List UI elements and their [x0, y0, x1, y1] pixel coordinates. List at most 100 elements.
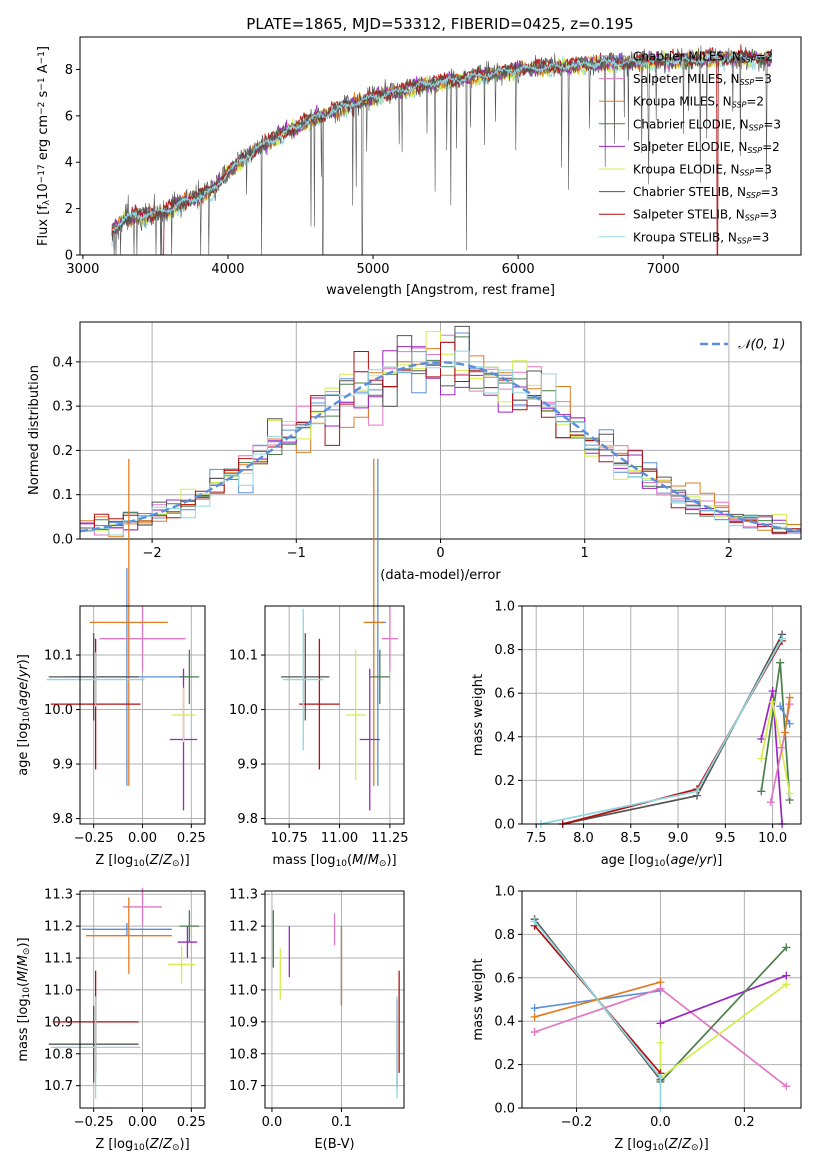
- weight-vs-metallicity-panel: −0.2 0.0 0.2 0.0 0.2 0.4 0.6 0.8 1.0 Z [log10(Z/Z…: [471, 885, 802, 1153]
- y-tick-label: 4: [65, 156, 73, 171]
- y-tick-label: 10.8: [44, 1047, 73, 1062]
- legend-label: Chabrier STELIB, NSSP=3: [633, 185, 778, 200]
- weight-marker: [768, 697, 777, 706]
- x-tick-label: 9.0: [668, 831, 689, 846]
- histogram-step: [80, 350, 801, 536]
- x-tick-label: 6000: [502, 262, 535, 277]
- x-tick-label: 0: [436, 546, 444, 561]
- legend-label: Kroupa MILES, NSSP=2: [633, 95, 764, 110]
- weight-marker: [766, 798, 775, 807]
- figure-title: PLATE=1865, MJD=53312, FIBERID=0425, z=0…: [246, 15, 633, 33]
- y-axis-label: Normed distribution: [27, 365, 42, 495]
- y-tick-label: 0.0: [494, 818, 515, 833]
- x-tick-label: 0.0: [650, 1115, 671, 1130]
- x-tick-label: 3000: [66, 262, 99, 277]
- x-tick-label: 0.25: [177, 1115, 206, 1130]
- y-tick-label: 0.2: [494, 1058, 515, 1073]
- y-tick-label: 10.1: [44, 649, 73, 664]
- y-tick-label: 9.8: [52, 812, 73, 827]
- y-tick-label: 11.1: [44, 952, 73, 967]
- x-tick-label: 0.1: [331, 1115, 352, 1130]
- model-line-kroupa-stelib: [111, 52, 773, 232]
- weight-marker: [778, 634, 787, 643]
- weight-line: [784, 697, 791, 733]
- x-tick-label: 0.0: [262, 1115, 283, 1130]
- x-tick-label: −0.25: [74, 1115, 114, 1130]
- axes-frame: [521, 890, 802, 1109]
- weight-line: [533, 920, 662, 1108]
- x-tick-label: 5000: [356, 262, 389, 277]
- axes-frame: [521, 605, 802, 825]
- axes-frame: [79, 36, 802, 256]
- y-tick-label: 11.0: [229, 983, 258, 998]
- y-tick-label: 9.9: [237, 758, 258, 773]
- weight-marker: [757, 787, 766, 796]
- y-tick-label: 10.9: [44, 1015, 73, 1030]
- x-tick-label: 2: [725, 546, 733, 561]
- x-axis-label: age [log10(age/yr)]: [601, 853, 723, 869]
- y-tick-label: 11.1: [229, 952, 258, 967]
- weight-marker: [757, 754, 766, 763]
- weight-line: [779, 705, 791, 725]
- x-axis-label: (data-model)/error: [380, 568, 501, 583]
- y-tick-label: 11.0: [44, 983, 73, 998]
- weight-vs-age-panel: 7.5 8.0 8.5 9.0 9.5 10.0 0.0 0.2 0.4 0.6 0.8 1.0 age…: [471, 600, 802, 869]
- weight-line: [659, 946, 787, 1083]
- axes-frame: [79, 321, 802, 540]
- legend-label: Kroupa ELODIE, NSSP=3: [633, 163, 772, 178]
- y-tick-label: 9.8: [237, 812, 258, 827]
- x-tick-label: −1: [287, 546, 306, 561]
- x-axis-label: Z [log10(Z/Z⊙)]: [614, 1137, 708, 1153]
- x-axis-label: Z [log10(Z/Z⊙)]: [95, 1137, 189, 1153]
- weight-marker: [785, 789, 794, 798]
- x-tick-label: 7.5: [526, 831, 547, 846]
- weight-marker: [785, 693, 794, 702]
- x-tick-label: 7000: [647, 262, 680, 277]
- weight-marker: [530, 1004, 539, 1013]
- y-tick-label: 2: [65, 202, 73, 217]
- x-tick-label: 1: [581, 546, 589, 561]
- observed-spectrum-line: [111, 45, 772, 256]
- weight-marker: [778, 743, 787, 752]
- weight-marker: [780, 728, 789, 737]
- legend-label: Chabrier MILES, NSSP=2: [633, 50, 773, 65]
- x-tick-label: 4000: [211, 262, 244, 277]
- weight-marker: [656, 984, 665, 993]
- y-tick-label: 1.0: [494, 885, 515, 900]
- x-tick-label: 8.0: [573, 831, 594, 846]
- legend-label: Salpeter MILES, NSSP=3: [633, 72, 772, 87]
- y-tick-label: 0.6: [494, 687, 515, 702]
- weight-marker: [782, 980, 791, 989]
- y-tick-label: 10.0: [44, 703, 73, 718]
- y-tick-label: 0.4: [494, 1015, 515, 1030]
- x-tick-label: 0.25: [177, 831, 206, 846]
- y-tick-label: 10.0: [229, 703, 258, 718]
- weight-line: [660, 974, 787, 1025]
- weight-line: [760, 690, 783, 825]
- y-tick-label: 0.1: [52, 488, 73, 503]
- spectrum-panel: 3000 4000 5000 6000 7000 0 2 4 6 8 wavelength [Ang…: [36, 36, 802, 298]
- legend-label: Salpeter ELODIE, NSSP=2: [633, 140, 780, 155]
- weight-marker: [782, 1082, 791, 1091]
- y-axis-label: age [log10(age/yr)]: [16, 654, 32, 776]
- legend-label: Salpeter STELIB, NSSP=3: [633, 208, 777, 223]
- y-tick-label: 6: [65, 109, 73, 124]
- legend-label: Chabrier ELODIE, NSSP=3: [633, 117, 781, 132]
- weight-marker: [757, 734, 766, 743]
- y-tick-label: 1.0: [494, 600, 515, 615]
- normal-curve: [79, 361, 802, 533]
- histogram-step: [80, 341, 801, 534]
- y-tick-label: 0.6: [494, 971, 515, 986]
- age-vs-mass-panel: 10.75 11.00 11.25 9.8 9.9 10.0 10.1 mass [log10…: [229, 458, 409, 869]
- legend-label: 𝒩(0, 1): [738, 338, 785, 353]
- x-tick-label: −2: [143, 546, 162, 561]
- legend-label: Kroupa STELIB, NSSP=3: [633, 230, 769, 245]
- y-tick-label: 0.0: [52, 533, 73, 548]
- residuals-panel: −2 −1 0 1 2 0.0 0.1 0.2 0.3 0.4 (data-model)/error…: [27, 321, 802, 583]
- x-axis-label: wavelength [Angstrom, rest frame]: [326, 283, 555, 298]
- x-tick-label: 10.0: [758, 831, 787, 846]
- weight-marker: [692, 787, 701, 796]
- x-tick-label: 0.2: [734, 1115, 755, 1130]
- y-tick-label: 0: [65, 249, 73, 264]
